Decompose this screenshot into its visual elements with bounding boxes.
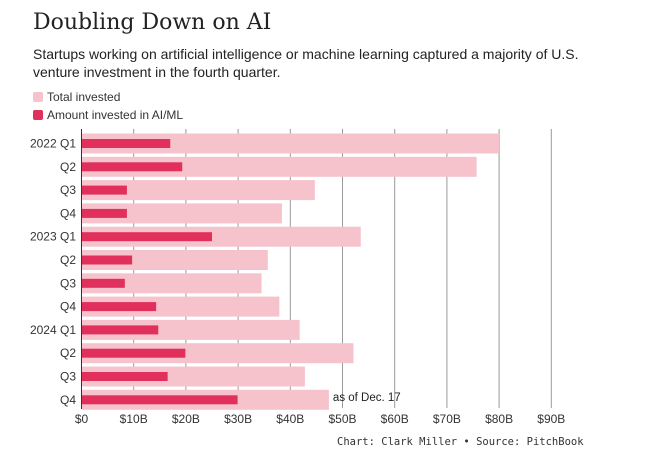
bar-ai-ml [81,395,238,405]
legend-item-total: Total invested [33,90,120,104]
x-tick-label: $90B [537,412,565,426]
chart-title: Doubling Down on AI [33,10,272,35]
bar-total [81,343,354,364]
bar-total [81,296,280,317]
category-label: Q4 [60,206,76,220]
bar-total [81,133,500,154]
category-label: 2023 Q1 [30,230,76,244]
x-tick-label: $40B [276,412,304,426]
bar-total [81,226,361,247]
category-label: Q3 [60,276,76,290]
x-tick-label: $70B [433,412,461,426]
bar-ai-ml [81,139,171,148]
x-tick-label: $30B [224,412,252,426]
bar-ai-ml [81,208,127,218]
chart-source: Chart: Clark Miller • Source: PitchBook [337,436,584,448]
category-label: Q4 [60,300,76,314]
bar-total [81,156,477,177]
x-tick-label: $60B [381,412,409,426]
bar-ai-ml [81,232,212,242]
bar-total [81,273,262,294]
bar-ai-ml [81,162,183,172]
bar-ai-ml [81,185,127,195]
category-label: Q3 [60,183,76,197]
x-tick-label: $10B [120,412,148,426]
legend-item-ai-ml: Amount invested in AI/ML [33,108,183,122]
legend-label-ai-ml: Amount invested in AI/ML [47,108,184,122]
bar-ai-ml [81,372,168,381]
bar-ai-ml [81,348,186,358]
bar-ai-ml [81,325,159,335]
category-label: Q2 [60,346,76,360]
bar-ai-ml [81,255,133,265]
legend-swatch-total [33,92,43,102]
x-tick-label: $0 [75,412,89,426]
category-label: Q2 [60,253,76,267]
legend-swatch-ai-ml [33,110,43,120]
bar-total [81,250,268,270]
chart-subtitle: Startups working on artificial intellige… [33,46,579,80]
category-label: Q4 [60,393,76,407]
category-label: 2024 Q1 [30,323,76,337]
category-label: Q3 [60,370,76,384]
x-tick-label: $50B [328,412,356,426]
bar-ai-ml [81,302,157,312]
bar-ai-ml [81,278,125,288]
category-label: Q2 [60,160,76,174]
bar-total [81,319,300,340]
x-tick-label: $80B [485,412,513,426]
bar-total [81,366,305,387]
annotation-label: as of Dec. 17 [333,392,401,404]
x-tick-label: $20B [172,412,200,426]
bar-total [81,180,315,201]
legend-label-total: Total invested [47,90,121,104]
bar-total [81,203,282,224]
category-label: 2022 Q1 [30,137,76,151]
